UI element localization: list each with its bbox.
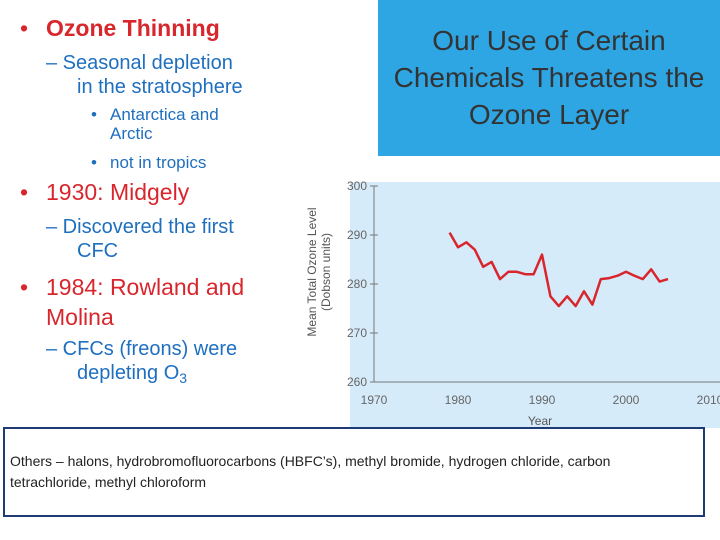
ozone-chart: 260 270 280 290 300 1970 1980 1990 2000 2010 Mea…: [305, 179, 720, 428]
y-axis-units: (Dobson units): [319, 233, 333, 311]
note-text: Others – halons, hydrobromofluorocarbons…: [10, 453, 611, 490]
x-tick-label: 2010: [697, 393, 720, 407]
slide-title: Our Use of Certain Chemicals Threatens t…: [378, 22, 720, 133]
bullet-dot: •: [91, 153, 97, 172]
bullet-text: not in tropics: [110, 153, 207, 172]
title-box: Our Use of Certain Chemicals Threatens t…: [378, 0, 720, 156]
bullet-text: depleting O3: [77, 362, 187, 390]
bullet-text: CFC: [77, 240, 119, 262]
bullet-text-main: depleting O: [77, 362, 180, 384]
y-tick-label: 270: [347, 326, 367, 340]
bullet-dot: •: [20, 15, 29, 41]
bullet-text: 1930: Midgely: [46, 179, 190, 205]
y-axis-label: Mean Total Ozone Level: [305, 207, 319, 336]
bullet-list: • Ozone Thinning – Seasonal depletion in…: [0, 0, 300, 400]
x-axis: 1970 1980 1990 2000 2010: [361, 381, 720, 407]
x-tick-label: 1970: [361, 393, 388, 407]
y-axis: 260 270 280 290 300: [347, 179, 378, 389]
y-tick-label: 290: [347, 228, 367, 242]
bullet-text: – Discovered the first: [46, 216, 234, 238]
subscript: 3: [179, 370, 188, 386]
bullet-dot: •: [20, 179, 29, 205]
plot-background: [350, 182, 720, 428]
note-box: Others – halons, hydrobromofluorocarbons…: [3, 427, 705, 517]
bullet-text: – Seasonal depletion: [46, 52, 233, 74]
title-line: Our Use of Certain: [432, 25, 666, 56]
title-line: Ozone Layer: [468, 99, 630, 130]
bullet-text: Ozone Thinning: [46, 15, 220, 41]
y-tick-label: 280: [347, 277, 367, 291]
y-tick-label: 260: [347, 375, 367, 389]
x-axis-label: Year: [528, 414, 552, 428]
title-line: Chemicals Threatens the: [393, 62, 705, 93]
bullet-text: Arctic: [110, 124, 153, 143]
series-group: [448, 231, 669, 308]
x-tick-label: 2000: [613, 393, 640, 407]
bullet-text: Molina: [46, 304, 114, 330]
series-line: [448, 231, 669, 308]
bullet-text: Antarctica and: [110, 105, 219, 124]
x-tick-label: 1990: [529, 393, 556, 407]
y-tick-label: 300: [347, 179, 367, 193]
bullet-text: – CFCs (freons) were: [46, 338, 238, 360]
bullet-text: in the stratosphere: [77, 76, 243, 98]
bullet-dot: •: [91, 105, 97, 124]
x-tick-label: 1980: [445, 393, 472, 407]
bullet-text: 1984: Rowland and: [46, 274, 245, 300]
bullet-dot: •: [20, 274, 29, 300]
